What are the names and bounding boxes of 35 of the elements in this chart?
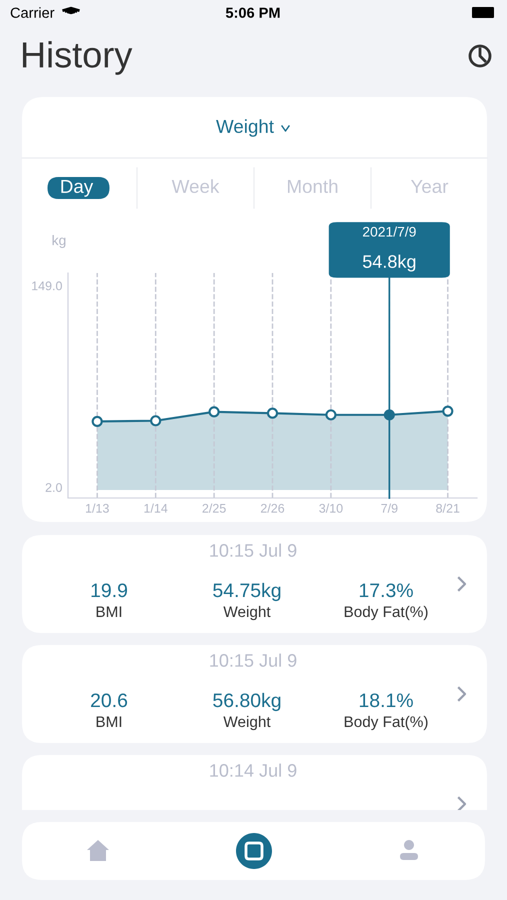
text: Weight [223,606,271,620]
text: 54.8kg [362,254,416,272]
text: Carrier [10,7,54,18]
ref-line-label: 2021/7/9 [363,226,416,237]
text: 54.75kg [213,582,280,602]
text: History [22,41,132,75]
category-label: Weight [216,119,274,137]
text: 10:15 Jul 9 [210,654,296,667]
category-label: Body Fat(%) [344,716,428,730]
x-tick-label: 1/14 [144,504,168,513]
text: 56.80kg [213,692,280,712]
category-label: Week [172,179,220,194]
text: 20.6 [91,693,128,708]
text: 19.9 [92,583,127,598]
category-label: BMI [96,606,122,617]
x-tick-label: 1/13 [86,504,109,513]
text: 10:14 Jul 9 [210,764,296,777]
text: 5:06 PM [226,8,280,18]
x-tick-label: 3/10 [319,504,343,513]
y-tick-label: 149.0 [32,281,62,290]
y-axis-title: kg [52,235,66,248]
text: 17.3% [360,583,413,598]
category-label: BMI [96,716,122,727]
category-label: Weight [223,716,271,730]
x-tick-label: 7/9 [381,504,398,513]
text: 10:15 Jul 9 [210,544,296,557]
category-label: Year [410,180,448,194]
x-tick-label: 2/25 [202,504,226,513]
category-label: Month [288,179,338,194]
x-tick-label: 2/26 [260,504,284,513]
category-label: Day [61,180,94,197]
x-tick-label: 8/21 [436,504,460,513]
y-tick-label: 2.0 [46,483,62,492]
category-label: Body Fat(%) [344,606,428,620]
text: 18.1% [360,693,413,708]
